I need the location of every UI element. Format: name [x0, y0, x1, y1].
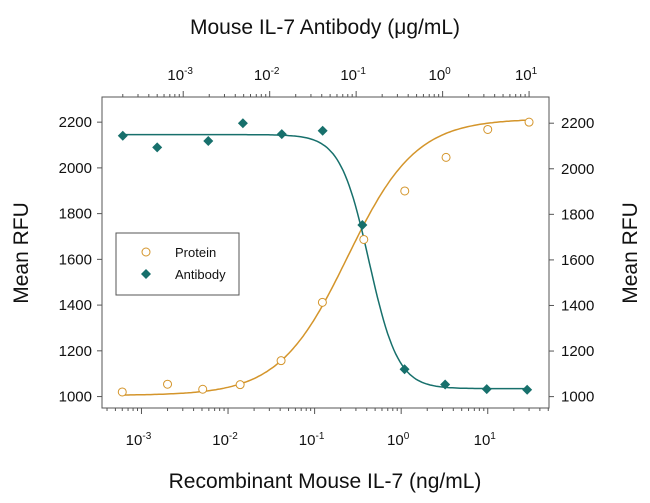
legend-antibody-marker: [141, 269, 151, 279]
left-tick-label: 2200: [59, 114, 92, 131]
antibody-fit-curve: [122, 133, 528, 390]
protein-data-point: [198, 384, 208, 394]
top-tick-label: 101: [515, 66, 538, 84]
protein-data-point: [235, 380, 245, 390]
plot-frame: [101, 96, 550, 409]
bottom-tick-label: 10-3: [126, 431, 152, 449]
legend-protein-marker: [141, 247, 151, 257]
top-tick-label: 100: [428, 66, 451, 84]
left-tick-label: 1400: [59, 297, 92, 314]
antibody-data-point: [317, 125, 328, 136]
antibody-data-point: [276, 129, 287, 140]
antibody-data-point: [440, 379, 451, 390]
right-tick-label: 1800: [561, 206, 594, 223]
bottom-axis-title: Recombinant Mouse IL-7 (ng/mL): [169, 470, 482, 493]
left-tick-label: 1600: [59, 251, 92, 268]
bottom-tick-label: 10-1: [299, 431, 325, 449]
right-tick-label: 1400: [561, 297, 594, 314]
right-tick-label: 1000: [561, 389, 594, 406]
antibody-data-point: [117, 130, 128, 141]
right-tick-label: 1200: [561, 343, 594, 360]
legend-box: [115, 232, 240, 296]
legend-protein-label: Protein: [175, 245, 216, 260]
protein-data-point: [524, 117, 534, 127]
protein-data-point: [317, 297, 327, 307]
top-axis-title: Mouse IL-7 Antibody (μg/mL): [190, 16, 460, 39]
bottom-tick-label: 101: [474, 431, 497, 449]
top-tick-label: 10-1: [340, 66, 366, 84]
bottom-tick-label: 10-2: [212, 431, 238, 449]
top-tick-label: 10-3: [167, 66, 193, 84]
left-tick-label: 2000: [59, 160, 92, 177]
protein-data-point: [441, 152, 451, 162]
right-axis-title: Mean RFU: [619, 202, 642, 304]
protein-data-point: [163, 379, 173, 389]
protein-data-point: [359, 234, 369, 244]
right-tick-label: 1600: [561, 252, 594, 269]
antibody-data-point: [237, 118, 248, 129]
left-tick-label: 1200: [59, 343, 92, 360]
right-tick-label: 2000: [561, 161, 594, 178]
antibody-data-point: [357, 220, 368, 231]
protein-data-point: [400, 186, 410, 196]
antibody-data-point: [203, 135, 214, 146]
protein-data-point: [117, 387, 127, 397]
legend: Protein Antibody: [115, 232, 240, 296]
antibody-data-point: [481, 384, 492, 395]
left-tick-label: 1000: [59, 389, 92, 406]
antibody-data-point: [399, 364, 410, 375]
left-axis-title: Mean RFU: [10, 202, 33, 304]
right-tick-label: 2200: [561, 115, 594, 132]
antibody-data-point: [522, 384, 533, 395]
top-tick-label: 10-2: [254, 66, 280, 84]
left-tick-label: 1800: [59, 206, 92, 223]
protein-data-point: [276, 356, 286, 366]
protein-data-point: [483, 124, 493, 134]
legend-antibody-label: Antibody: [175, 267, 226, 282]
bottom-tick-label: 100: [387, 431, 410, 449]
antibody-data-point: [152, 142, 163, 153]
